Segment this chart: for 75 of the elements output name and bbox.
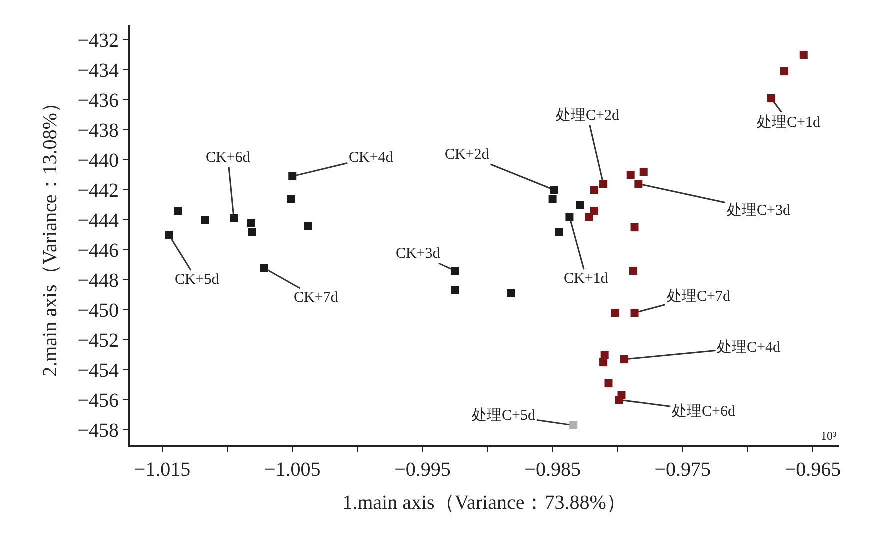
y-tick-label: −458 [78,420,119,442]
point [576,201,584,209]
y-tick-label: −448 [78,270,119,292]
point [780,68,788,76]
point [548,195,557,203]
annotation: CK+2d [445,147,490,163]
point [630,224,639,232]
point [260,264,268,272]
annotation: CK+1d [564,271,609,287]
y-tick-label: −432 [78,30,119,52]
point [165,231,174,239]
annotation: 处理C+5d [472,407,536,424]
point [604,380,613,388]
annotation: CK+5d [175,272,220,288]
annotation: 处理C+2d [556,107,620,124]
point [248,228,256,236]
point [201,216,210,224]
point [246,219,255,227]
point [566,213,574,221]
x-tick-label: −0.975 [654,459,712,481]
point [570,422,578,430]
annotation: 处理C+7d [667,288,731,305]
y-tick-label: −446 [78,240,119,262]
x-tick-label: −0.995 [394,459,451,481]
point [507,290,516,298]
annotation: CK+4d [349,150,394,166]
point [600,351,609,359]
point [800,51,808,59]
point [611,309,620,317]
point [550,186,558,194]
y-tick-label: −456 [78,390,119,412]
annotation: 10³ [821,429,837,443]
point [230,214,238,222]
annotation: 处理C+1d [757,114,821,131]
point [626,171,635,179]
y-tick-label: −438 [78,120,119,142]
x-tick-label: −0.965 [784,459,842,481]
point [600,358,608,366]
y-tick-label: −440 [78,150,119,172]
point [287,195,296,203]
x-axis-title: 1.main axis（Variance：73.88%） [342,492,626,514]
point [590,207,598,215]
point [630,309,639,317]
point [288,172,297,180]
point [304,222,312,230]
y-axis-title: 2.main axis（Variance：13.08%） [40,93,62,377]
point [451,267,460,275]
y-tick-label: −436 [78,90,119,112]
point [629,267,638,275]
point [615,396,624,404]
point [174,207,182,215]
point [767,94,776,102]
point [600,180,608,188]
point [590,186,598,194]
annotation: 处理C+3d [727,202,791,219]
y-tick-label: −454 [78,360,119,382]
point [555,228,564,236]
y-tick-label: −444 [78,210,119,232]
point [585,213,594,221]
x-tick-label: −0.985 [524,459,581,481]
y-tick-label: −442 [78,180,119,202]
annotation: CK+7d [294,290,339,306]
annotation: 处理C+6d [672,403,736,420]
y-tick-label: −434 [78,60,119,82]
annotation: 处理C+4d [717,339,781,356]
y-tick-label: −452 [78,330,119,352]
point [451,286,460,294]
annotation: CK+3d [396,246,441,262]
y-tick-label: −450 [78,300,119,322]
point [640,168,648,176]
point [620,356,628,364]
annotation: CK+6d [206,150,251,166]
x-tick-label: −1.015 [134,459,191,481]
x-tick-label: −1.005 [264,459,321,481]
point [634,180,643,188]
